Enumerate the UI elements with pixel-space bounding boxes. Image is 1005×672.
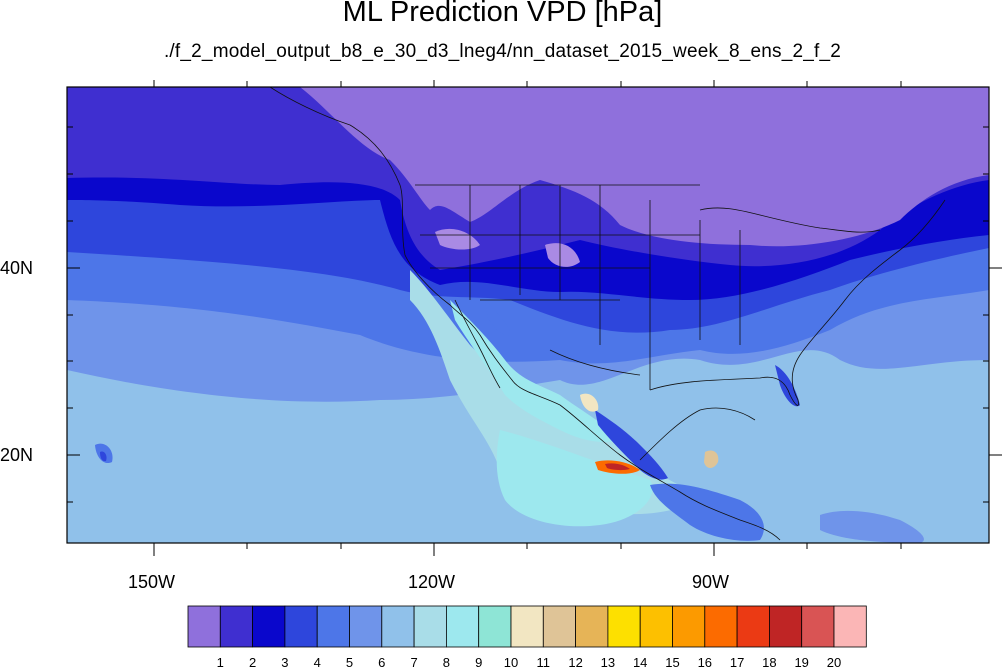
coastlines xyxy=(269,87,946,541)
colorbar-tick-label: 11 xyxy=(536,655,551,670)
colorbar-tick-label: 10 xyxy=(503,655,519,670)
colorbar-tick-label: 2 xyxy=(248,655,257,670)
colorbar-tick-label: 4 xyxy=(313,655,321,670)
vpd-field xyxy=(67,87,989,543)
colorbar-tick-label: 16 xyxy=(697,655,713,670)
colorbar-tick-label: 5 xyxy=(345,655,354,670)
colorbar-box xyxy=(736,605,770,648)
lon-label-120w: 120W xyxy=(408,572,456,592)
colorbar-box xyxy=(833,605,867,648)
colorbar-box xyxy=(510,605,544,648)
colorbar-box xyxy=(381,605,415,648)
colorbar-tick-label: 7 xyxy=(410,655,418,670)
colorbar-tick-label: 8 xyxy=(442,655,450,670)
lat-label-40n: 40N xyxy=(0,258,34,278)
colorbar-box xyxy=(187,605,221,648)
map-subtitle: ./f_2_model_output_b8_e_30_d3_lneg4/nn_d… xyxy=(163,41,842,62)
colorbar-tick-label: 1 xyxy=(216,655,224,670)
colorbar-box xyxy=(801,605,835,648)
colorbar-box xyxy=(769,605,803,648)
colorbar-tick-label: 17 xyxy=(729,655,745,670)
colorbar-tick-label: 12 xyxy=(568,655,583,670)
lon-ticks xyxy=(153,80,902,556)
colorbar-tick-label: 15 xyxy=(665,655,680,670)
colorbar-box xyxy=(349,605,383,648)
colorbar-tick-label: 19 xyxy=(794,655,809,670)
colorbar-box xyxy=(445,605,480,648)
colorbar-tick-label: 6 xyxy=(378,655,386,670)
lat-ticks xyxy=(67,126,1002,503)
colorbar-box xyxy=(284,605,318,648)
colorbar-tick-label: 18 xyxy=(762,655,777,670)
colorbar-tick-label: 20 xyxy=(826,655,842,670)
colorbar-tick-label: 14 xyxy=(632,655,648,670)
lon-label-150w: 150W xyxy=(128,572,176,592)
lon-label-90w: 90W xyxy=(692,572,730,592)
colorbar xyxy=(187,605,867,648)
colorbar-tick-label: 13 xyxy=(600,655,616,670)
colorbar-box xyxy=(413,605,447,648)
colorbar-box xyxy=(316,605,350,648)
colorbar-box xyxy=(704,605,738,648)
colorbar-box xyxy=(575,605,609,648)
colorbar-box xyxy=(252,605,286,648)
map-title: ML Prediction VPD [hPa] xyxy=(342,0,663,28)
colorbar-box xyxy=(219,605,254,648)
colorbar-box xyxy=(672,605,706,648)
colorbar-box xyxy=(542,605,576,648)
lat-label-20n: 20N xyxy=(0,445,34,465)
colorbar-tick-label: 3 xyxy=(281,655,289,670)
colorbar-box xyxy=(478,605,512,648)
colorbar-box xyxy=(639,605,673,648)
colorbar-tick-label: 9 xyxy=(475,655,483,670)
colorbar-box xyxy=(607,605,641,648)
